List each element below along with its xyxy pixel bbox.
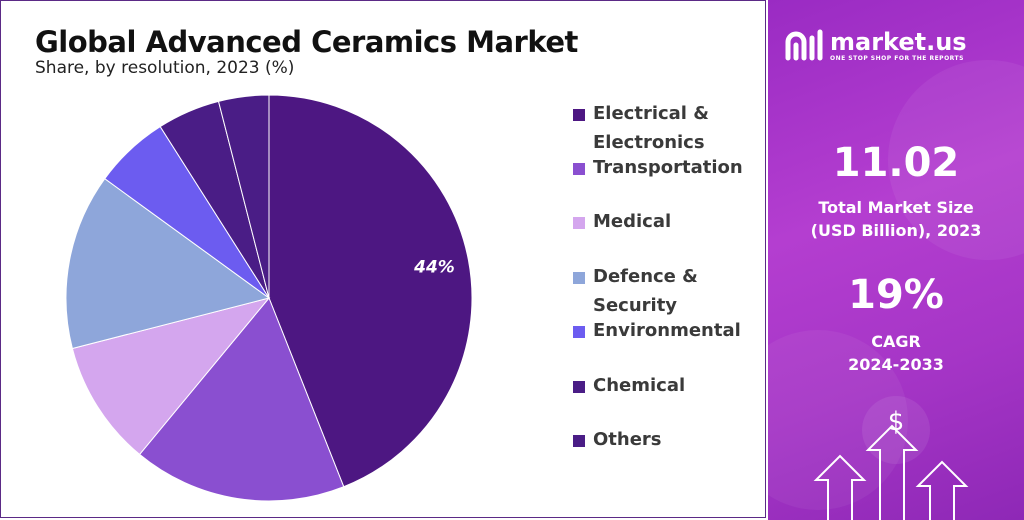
- chart-title: Global Advanced Ceramics Market: [35, 25, 578, 59]
- cagr-label: CAGR 2024-2033: [848, 332, 944, 374]
- background-circle: [768, 330, 908, 510]
- growth-arrows-icon: $: [813, 396, 969, 520]
- pie-chart: 44%: [65, 94, 473, 502]
- pie-slice-medical: [71, 297, 271, 456]
- legend-label: Chemical: [593, 375, 686, 396]
- legend-item-defence-security: Defence & Security: [573, 262, 753, 320]
- legend-item-environmental: Environmental: [573, 316, 753, 345]
- market-size-label: Total Market Size (USD Billion), 2023: [810, 198, 982, 240]
- legend-swatch: [573, 163, 585, 175]
- legend-swatch: [573, 381, 585, 393]
- legend-swatch: [573, 435, 585, 447]
- stats-sidebar: market.us ONE STOP SHOP FOR THE REPORTS …: [768, 0, 1024, 520]
- legend-swatch: [573, 109, 585, 121]
- legend-swatch: [573, 326, 585, 338]
- market-us-logo-icon: [785, 29, 823, 61]
- pie-slice-defence-security: [65, 177, 271, 350]
- brand-logo[interactable]: market.us ONE STOP SHOP FOR THE REPORTS: [784, 28, 967, 62]
- legend-swatch: [573, 217, 585, 229]
- legend-item-others: Others: [573, 425, 753, 454]
- pie-slice-electrical-electronics: [268, 94, 473, 488]
- pie-slice-others: [217, 94, 270, 299]
- chart-subtitle: Share, by resolution, 2023 (%): [35, 58, 295, 78]
- legend-item-transportation: Transportation: [573, 153, 753, 182]
- legend-label: Others: [593, 429, 662, 450]
- chart-panel: Global Advanced Ceramics Market Share, b…: [0, 0, 766, 518]
- legend-item-medical: Medical: [573, 207, 753, 236]
- legend-label: Medical: [593, 211, 672, 232]
- dollar-icon: $: [888, 407, 905, 437]
- pie-data-label: 44%: [413, 257, 455, 277]
- legend-label: Electrical & Electronics: [593, 103, 709, 153]
- legend-swatch: [573, 272, 585, 284]
- legend-label: Transportation: [593, 157, 743, 178]
- legend-label: Defence & Security: [593, 266, 698, 316]
- brand-tagline: ONE STOP SHOP FOR THE REPORTS: [830, 54, 964, 62]
- legend-label: Environmental: [593, 320, 741, 341]
- brand-name: market.us: [830, 27, 967, 56]
- cagr-value: 19%: [848, 272, 944, 318]
- legend-item-chemical: Chemical: [573, 371, 753, 400]
- pie-slice-transportation: [138, 297, 345, 502]
- legend-item-electrical-electronics: Electrical & Electronics: [573, 99, 753, 157]
- market-size-value: 11.02: [832, 140, 960, 186]
